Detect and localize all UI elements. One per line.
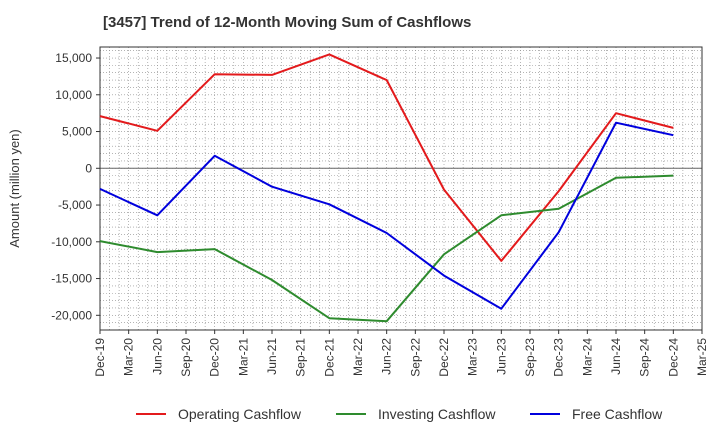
x-tick-label: Sep-20 xyxy=(179,338,193,377)
x-tick-label: Sep-24 xyxy=(638,338,652,377)
x-tick-label: Dec-24 xyxy=(666,338,680,377)
x-tick-label: Dec-21 xyxy=(322,338,336,377)
x-tick-label: Mar-23 xyxy=(466,338,480,376)
y-tick-label: 15,000 xyxy=(55,51,92,65)
x-tick-label: Mar-24 xyxy=(580,338,594,376)
x-tick-label: Dec-23 xyxy=(552,338,566,377)
plot-frame xyxy=(99,46,703,331)
x-tick-label: Mar-22 xyxy=(351,338,365,376)
legend-label-2: Free Cashflow xyxy=(572,406,663,422)
x-tick-label: Jun-20 xyxy=(150,338,164,375)
legend-label-1: Investing Cashflow xyxy=(378,406,496,422)
series-line-1 xyxy=(99,174,674,323)
x-tick-label: Jun-23 xyxy=(494,338,508,375)
x-tick-label: Mar-21 xyxy=(236,338,250,376)
y-axis-label: Amount (million yen) xyxy=(7,129,22,248)
x-tick-label: Jun-22 xyxy=(380,338,394,375)
plot-area xyxy=(100,47,702,330)
x-tick-label: Dec-19 xyxy=(93,338,107,377)
x-tick-label: Dec-22 xyxy=(437,338,451,377)
y-tick-label: -10,000 xyxy=(51,235,92,249)
y-tick-label: 0 xyxy=(85,161,92,175)
y-tick-label: 5,000 xyxy=(62,125,92,139)
x-tick-label: Sep-23 xyxy=(523,338,537,377)
x-tick-label: Mar-20 xyxy=(122,338,136,376)
series-line-2 xyxy=(99,121,674,310)
x-tick-label: Mar-25 xyxy=(695,338,709,376)
y-tick-label: 10,000 xyxy=(55,88,92,102)
legend-label-0: Operating Cashflow xyxy=(178,406,302,422)
x-tick-label: Jun-21 xyxy=(265,338,279,375)
x-tick-label: Dec-20 xyxy=(208,338,222,377)
y-tick-label: -5,000 xyxy=(58,198,92,212)
x-tick-label: Sep-22 xyxy=(408,338,422,377)
y-tick-label: -20,000 xyxy=(51,308,92,322)
x-tick-label: Sep-21 xyxy=(294,338,308,377)
series-line-0 xyxy=(99,53,674,262)
chart-title: [3457] Trend of 12-Month Moving Sum of C… xyxy=(103,14,472,31)
y-tick-label: -15,000 xyxy=(51,272,92,286)
x-tick-label: Jun-24 xyxy=(609,338,623,375)
